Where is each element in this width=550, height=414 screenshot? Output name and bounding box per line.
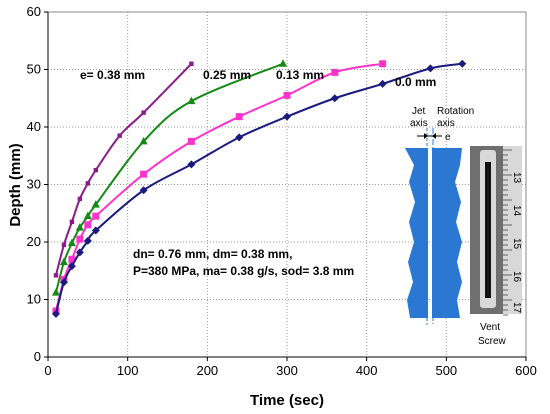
y-tick-label-60: 60 (27, 4, 41, 19)
x-tick-label-300: 300 (276, 363, 298, 378)
series-label-e025: 0.25 mm (203, 68, 251, 82)
offset-arrowhead-left (424, 133, 428, 139)
series-2-point-5 (92, 212, 100, 220)
series-1-point-3 (75, 223, 84, 231)
x-tick-label-500: 500 (435, 363, 457, 378)
series-0-point-0 (53, 273, 59, 278)
vent-screw-label-2: Screw (478, 336, 507, 347)
series-3-point-3 (75, 248, 84, 257)
y-tick-labels: 0 10 20 30 40 50 60 (27, 4, 48, 364)
x-tick-label-400: 400 (356, 363, 378, 378)
x-tick-label-200: 200 (196, 363, 218, 378)
series-1-point-7 (187, 96, 196, 105)
series-3-point-12 (426, 64, 435, 73)
y-axis-title: Depth (mm) (7, 143, 24, 226)
series-3-point-7 (187, 160, 196, 169)
series-1-point-0 (51, 288, 60, 296)
series-3 (51, 59, 467, 318)
jet-bore-left-wall (405, 148, 428, 318)
ruler-ticks (503, 149, 512, 316)
x-axis-title: Time (sec) (250, 392, 324, 409)
series-0-point-6 (117, 133, 122, 138)
series-3-point-2 (67, 262, 76, 271)
ruler-label-15: 15 (511, 238, 522, 250)
series-label-e038: e= 0.38 mm (80, 68, 145, 82)
series-0-point-2 (69, 219, 75, 225)
series-0-point-8 (189, 61, 194, 66)
x-tick-label-600: 600 (515, 363, 537, 378)
series-1-point-4 (83, 211, 92, 220)
vent-screw-label-1: Vent (480, 322, 500, 333)
series-1-point-1 (59, 257, 68, 266)
ruler-label-17: 17 (511, 302, 522, 314)
series-3-point-8 (235, 133, 244, 142)
series-2-point-10 (331, 68, 339, 76)
series-2-point-2 (68, 255, 76, 263)
series-3-point-9 (283, 112, 291, 121)
vent-screw-photo: 13 14 15 16 17 Vent Screw (470, 146, 522, 347)
series-0-point-3 (77, 196, 83, 202)
series-3-point-1 (59, 278, 68, 287)
series-2-point-11 (379, 60, 387, 68)
y-tick-label-40: 40 (27, 119, 41, 134)
params-line-2: P=380 MPa, ma= 0.38 g/s, sod= 3.8 mm (133, 264, 354, 278)
series-label-e013: 0.13 mm (276, 68, 324, 82)
series-3-point-13 (458, 59, 467, 68)
series-0-point-5 (93, 167, 98, 173)
x-tick-labels: 0 100 200 300 400 500 600 (44, 357, 537, 378)
series-3-point-6 (139, 186, 148, 195)
series-0-point-1 (61, 242, 67, 248)
ruler-label-13: 13 (511, 172, 522, 184)
photo-ruler (503, 146, 522, 314)
y-tick-label-20: 20 (27, 234, 41, 249)
series-3-point-5 (91, 226, 100, 235)
series-1-point-8 (279, 59, 288, 67)
series-0 (53, 61, 194, 278)
x-tick-label-0: 0 (44, 363, 51, 378)
series-3-point-11 (378, 79, 387, 88)
jet-bore-right-wall (432, 148, 462, 318)
series-2-point-7 (187, 137, 195, 145)
series-0-point-7 (141, 110, 146, 115)
series-0-point-4 (85, 181, 91, 186)
jet-axis-label-1: Jet (412, 106, 426, 117)
series-2-point-3 (76, 235, 84, 243)
offset-e-label: e (445, 132, 451, 143)
y-tick-label-50: 50 (27, 62, 41, 77)
series-label-e000: 0.0 mm (395, 75, 436, 89)
ruler-label-14: 14 (511, 205, 522, 217)
series-2-point-4 (84, 221, 92, 229)
params-line-1: dn= 0.76 mm, dm= 0.38 mm, (133, 247, 292, 261)
series-2-point-8 (235, 113, 243, 121)
series-1 (51, 59, 288, 296)
series-1-point-6 (139, 136, 148, 145)
series-1-point-5 (91, 200, 100, 208)
jet-schematic-inset: Jet axis Rotation axis e (405, 106, 474, 325)
series-3-point-10 (330, 94, 339, 103)
series-2-point-6 (140, 170, 148, 178)
ruler-label-16: 16 (511, 271, 522, 283)
screw-channel (485, 162, 491, 298)
data-series (51, 59, 467, 318)
series-3-point-0 (51, 309, 60, 318)
y-tick-label-10: 10 (27, 292, 41, 307)
jet-axis-label-2: axis (410, 118, 428, 129)
series-3-point-4 (83, 236, 92, 245)
rotation-axis-label-1: Rotation (437, 106, 474, 117)
series-1-point-2 (67, 238, 76, 247)
series-2-point-9 (283, 91, 291, 99)
offset-arrowhead-right (432, 133, 436, 139)
y-tick-label-30: 30 (27, 177, 41, 192)
rotation-axis-label-2: axis (437, 118, 455, 129)
x-tick-label-100: 100 (117, 363, 139, 378)
grid-lines (48, 12, 526, 357)
y-tick-label-0: 0 (34, 349, 41, 364)
